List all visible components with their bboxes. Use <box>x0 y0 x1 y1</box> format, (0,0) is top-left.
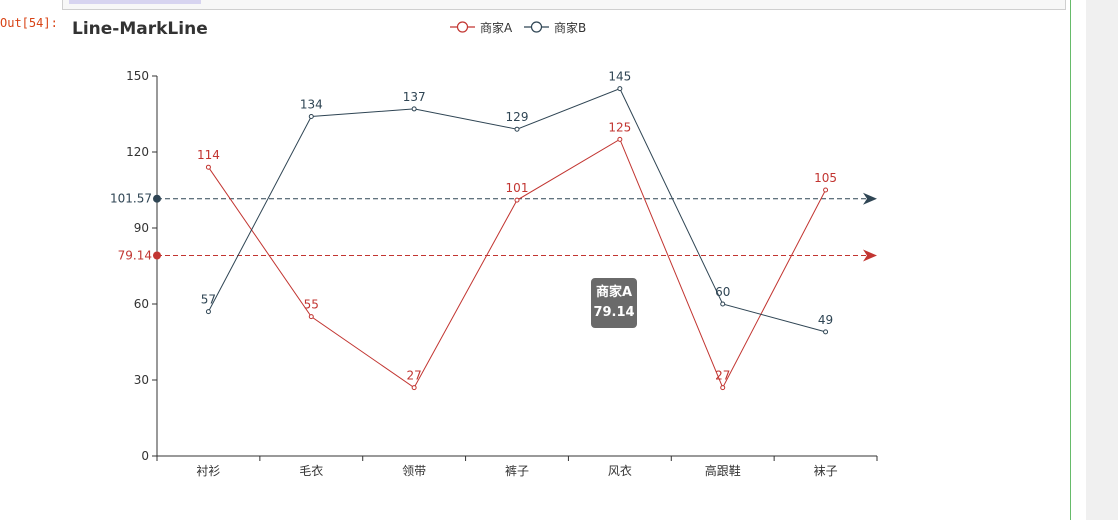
data-label: 55 <box>304 298 319 312</box>
legend-circle-icon <box>530 21 543 33</box>
data-point <box>617 86 623 92</box>
series-line <box>207 88 826 333</box>
markline-arrow <box>863 249 877 262</box>
output-prompt: Out[54]: <box>0 16 58 30</box>
y-tick-label: 90 <box>134 221 149 235</box>
data-label: 60 <box>715 285 730 299</box>
y-tick-label: 150 <box>126 69 149 83</box>
tooltip-series: 商家A <box>595 285 633 300</box>
code-cell-tail[interactable] <box>62 0 1066 10</box>
data-label: 49 <box>818 313 833 327</box>
legend-label: 商家A <box>480 20 513 35</box>
markline-arrow <box>863 192 877 205</box>
axes: 0 30 60 90 120 150 衬衫 毛衣 领带 裤子 风衣 高跟鞋 袜子 <box>126 69 878 478</box>
series-layer: 114 55 27 101 125 27 105 57 134 137 129 145 60 49 <box>197 70 837 391</box>
legend: 商家A 商家B <box>450 20 586 35</box>
markline-label: 79.14 <box>118 249 152 263</box>
y-tick-label: 120 <box>126 145 149 159</box>
series-商家A: 114 55 27 101 125 27 105 <box>197 120 837 391</box>
chart-title: Line-MarkLine <box>72 19 208 39</box>
legend-item[interactable]: 商家A <box>450 20 513 35</box>
data-point <box>720 301 726 307</box>
data-label: 101 <box>506 181 529 195</box>
data-point <box>617 136 623 142</box>
x-tick-label: 袜子 <box>814 464 838 478</box>
y-tick-label: 0 <box>141 449 149 463</box>
mark-lines: 79.14 101.57 <box>110 192 877 263</box>
data-point <box>514 126 520 132</box>
x-tick-label: 风衣 <box>608 463 632 478</box>
legend-circle-icon <box>456 21 469 33</box>
x-tick-label: 领带 <box>402 464 426 478</box>
data-point <box>720 385 726 391</box>
data-label: 129 <box>506 110 529 124</box>
data-point <box>411 106 417 112</box>
tooltip-value: 79.14 <box>593 305 635 320</box>
y-tick-label: 60 <box>134 297 149 311</box>
x-tick-label: 毛衣 <box>299 463 323 478</box>
data-label: 134 <box>300 98 323 112</box>
scroll-gutter <box>1071 0 1086 520</box>
legend-item[interactable]: 商家B <box>524 20 586 35</box>
y-tick-label: 30 <box>134 373 149 387</box>
data-point <box>205 309 211 315</box>
data-label: 137 <box>403 90 426 104</box>
vertical-scrollbar[interactable] <box>1086 0 1118 520</box>
x-tick-label: 高跟鞋 <box>705 463 741 478</box>
data-label: 114 <box>197 148 220 162</box>
data-label: 27 <box>715 369 730 383</box>
selected-text-highlight <box>69 0 201 4</box>
data-label: 57 <box>201 293 216 307</box>
data-point <box>205 164 211 170</box>
x-tick-label: 衬衫 <box>196 464 220 478</box>
data-label: 105 <box>814 171 837 185</box>
data-point <box>823 187 829 193</box>
data-label: 125 <box>608 120 631 134</box>
series-line <box>208 138 827 389</box>
series-商家B: 57 134 137 129 145 60 49 <box>201 70 833 335</box>
data-point <box>823 329 829 335</box>
data-label: 145 <box>608 70 631 84</box>
data-point <box>411 385 417 391</box>
data-point <box>308 114 314 120</box>
markline-label: 101.57 <box>110 192 152 206</box>
tooltip: 商家A 79.14 <box>591 278 637 328</box>
x-tick-label: 裤子 <box>505 464 529 478</box>
data-label: 27 <box>407 369 422 383</box>
data-point <box>514 197 520 203</box>
data-point <box>308 314 314 320</box>
cell-selection-border <box>1070 0 1071 520</box>
legend-label: 商家B <box>554 20 586 35</box>
